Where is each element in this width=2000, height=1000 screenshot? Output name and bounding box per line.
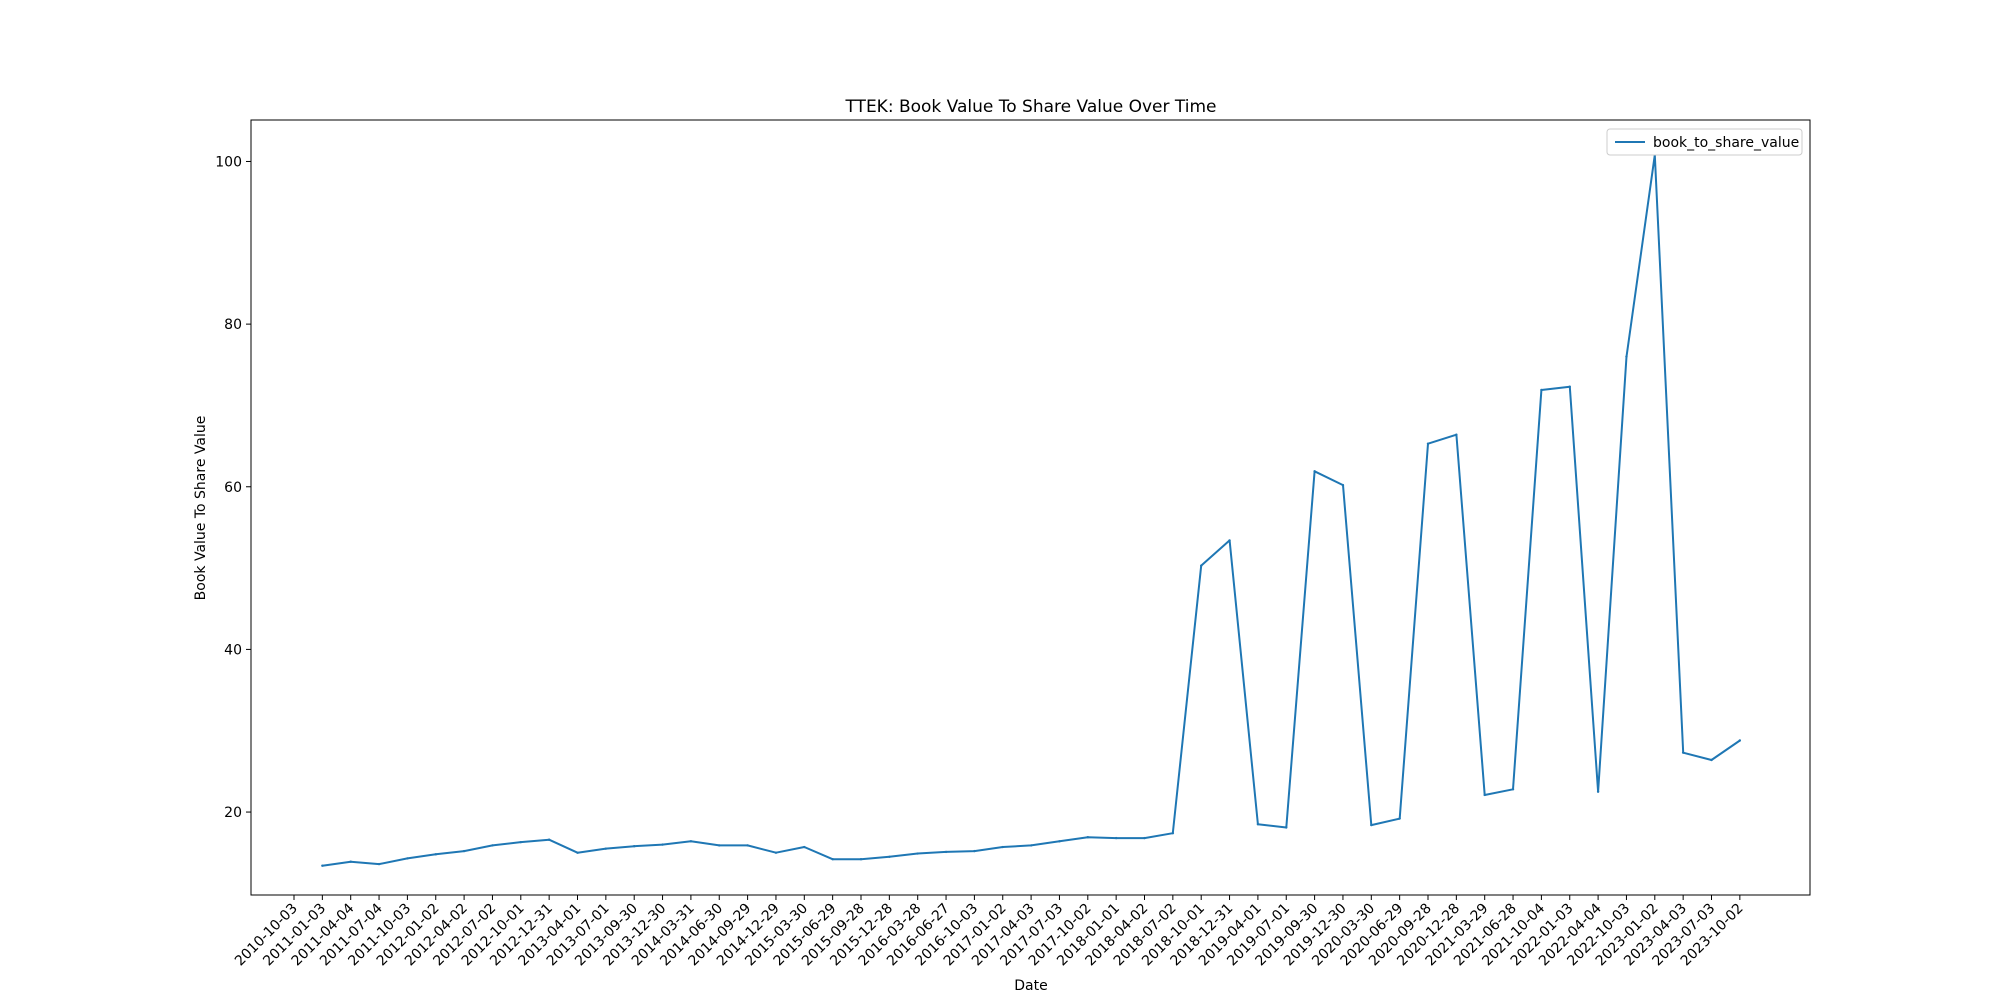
data-point: [462, 849, 466, 853]
legend-label: book_to_share_value: [1653, 135, 1799, 151]
data-point: [633, 845, 636, 848]
data-point: [859, 858, 863, 861]
data-point: [1681, 751, 1685, 754]
y-axis-ticks: 20 40 60 80 100: [215, 154, 251, 821]
y-axis-label: Book Value To Share Value: [193, 416, 209, 601]
data-point: [718, 844, 721, 847]
y-tick-label: 60: [224, 480, 242, 496]
data-point: [349, 860, 352, 863]
data-point: [377, 862, 381, 866]
data-point: [1738, 739, 1742, 742]
data-point: [661, 843, 664, 846]
data-point: [1596, 790, 1600, 793]
data-point: [491, 844, 494, 847]
data-point: [1426, 442, 1430, 445]
y-tick-label: 80: [224, 317, 242, 333]
data-point: [1313, 470, 1316, 473]
data-point: [774, 851, 778, 854]
data-point: [434, 853, 437, 856]
x-axis-label: Date: [1014, 978, 1047, 994]
data-point: [1483, 793, 1486, 797]
data-point: [519, 840, 522, 844]
data-point: [944, 850, 948, 854]
data-point: [576, 851, 579, 854]
data-point: [831, 858, 834, 861]
data-point: [689, 840, 693, 843]
data-point: [1341, 483, 1345, 487]
data-point: [1455, 433, 1458, 436]
data-point: [1171, 831, 1175, 835]
data-point: [604, 847, 608, 850]
data-point: [1568, 385, 1571, 388]
y-tick-label: 100: [215, 154, 242, 170]
data-point: [1370, 823, 1373, 827]
data-point: [1001, 845, 1004, 849]
legend: book_to_share_value: [1606, 128, 1803, 156]
data-point: [888, 855, 891, 858]
data-point: [406, 857, 409, 860]
y-tick-label: 20: [224, 805, 242, 821]
data-point: [1625, 355, 1628, 358]
data-point: [1086, 836, 1090, 839]
plot-area: [250, 119, 1811, 896]
data-point: [1058, 840, 1061, 843]
data-point: [1511, 788, 1515, 791]
chart-title: TTEK: Book Value To Share Value Over Tim…: [844, 97, 1216, 117]
x-axis-ticks: 2010-10-032011-01-032011-04-042011-07-04…: [232, 895, 1747, 969]
y-tick-label: 40: [224, 642, 242, 658]
data-point: [1710, 758, 1713, 762]
data-point: [803, 845, 806, 849]
data-point: [1143, 836, 1146, 840]
data-point: [1200, 564, 1203, 567]
data-point: [547, 838, 551, 841]
data-point: [916, 852, 919, 855]
data-point: [1398, 817, 1401, 820]
data-point: [746, 844, 749, 847]
data-point: [1256, 823, 1260, 826]
legend-box: [1606, 128, 1803, 156]
data-point: [1540, 388, 1543, 392]
data-point: [321, 864, 324, 867]
data-point: [1285, 826, 1288, 829]
data-point: [1029, 844, 1033, 847]
data-point: [1228, 539, 1231, 542]
series-layer: [321, 153, 1742, 867]
data-point: [1114, 836, 1118, 840]
data-point: [973, 849, 976, 853]
series-line-book-to-share-value: [322, 154, 1741, 867]
